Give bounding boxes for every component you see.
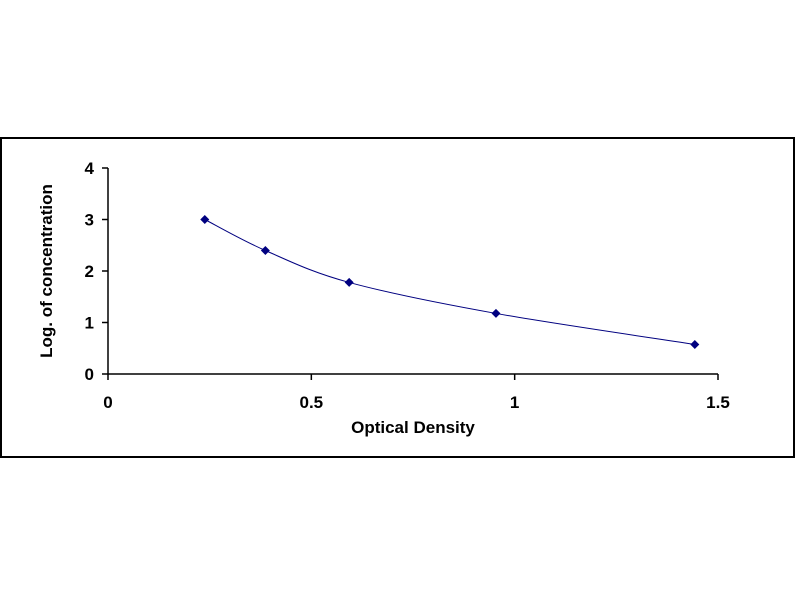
- series-curve: [204, 219, 695, 345]
- x-tick-label: 0.5: [300, 393, 324, 412]
- series-markers: [200, 215, 700, 349]
- y-ticks: 0 1 2 3 4: [85, 159, 108, 384]
- y-tick-label: 0: [85, 365, 94, 384]
- data-point: [690, 339, 700, 349]
- x-tick-label: 0: [103, 393, 112, 412]
- data-point: [491, 308, 501, 318]
- y-tick-label: 1: [85, 314, 94, 333]
- data-point: [344, 277, 354, 287]
- y-tick-label: 3: [85, 211, 94, 230]
- axes: 0 0.5 1 1.5 0 1 2 3 4: [85, 159, 730, 412]
- x-tick-label: 1.5: [706, 393, 730, 412]
- y-axis-title: Log. of concentration: [37, 184, 56, 358]
- x-axis-title: Optical Density: [351, 418, 475, 437]
- y-tick-label: 4: [85, 159, 95, 178]
- chart-frame: [0, 137, 795, 458]
- x-ticks: 0 0.5 1 1.5: [103, 374, 730, 412]
- y-tick-label: 2: [85, 262, 94, 281]
- x-tick-label: 1: [510, 393, 519, 412]
- data-point: [200, 215, 210, 224]
- data-point: [260, 246, 270, 256]
